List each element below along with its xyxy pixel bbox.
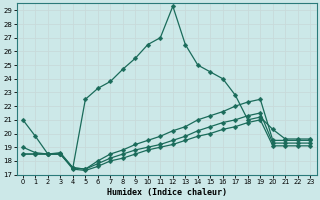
X-axis label: Humidex (Indice chaleur): Humidex (Indice chaleur) xyxy=(107,188,227,197)
